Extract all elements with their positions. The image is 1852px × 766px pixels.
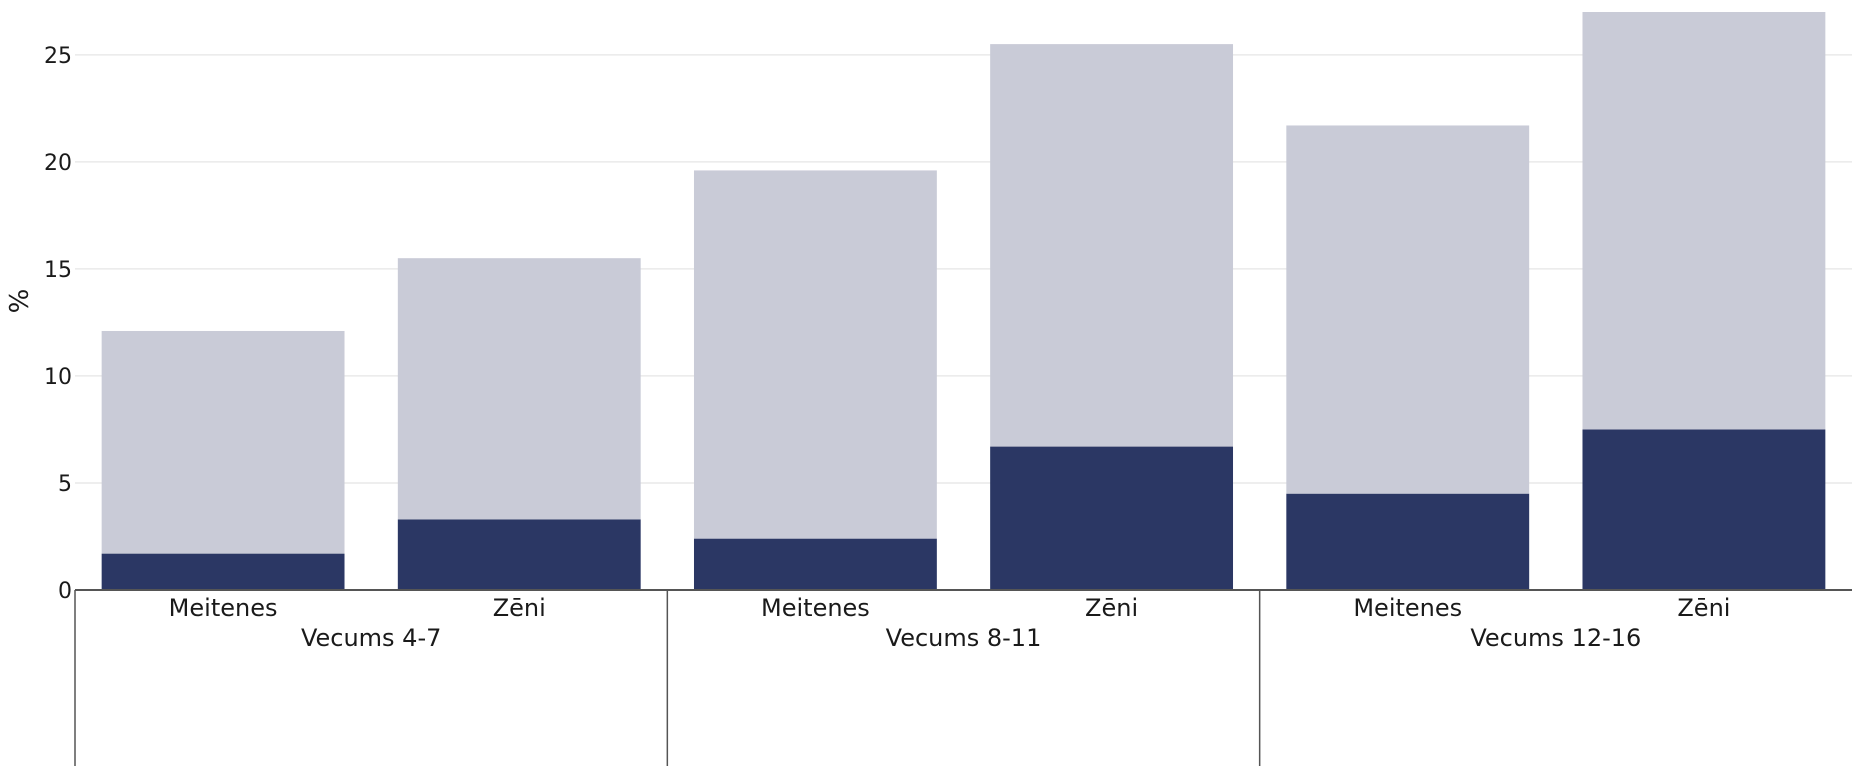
y-tick-label: 0: [58, 579, 72, 604]
bar-segment-0: [397, 519, 641, 590]
bars: [101, 12, 1826, 590]
x-group-label: Vecums 4-7: [301, 624, 441, 652]
bar-segment-1: [693, 170, 937, 539]
y-tick-label: 25: [44, 44, 72, 69]
bar-segment-1: [397, 258, 641, 520]
x-category-label: Zēni: [1085, 594, 1138, 622]
bar-segment-0: [1286, 493, 1530, 590]
bar-segment-1: [1582, 12, 1826, 430]
x-category-label: Meitenes: [169, 594, 278, 622]
y-tick-label: 20: [44, 151, 72, 176]
y-tick-label: 10: [44, 365, 72, 390]
bar-segment-0: [990, 446, 1234, 590]
bar-segment-1: [1286, 125, 1530, 494]
bar-segment-0: [693, 538, 937, 590]
bar-segment-0: [1582, 429, 1826, 590]
x-category-label: Meitenes: [761, 594, 870, 622]
x-category-label: Meitenes: [1353, 594, 1462, 622]
bar-segment-1: [101, 330, 345, 554]
bar-segment-1: [990, 44, 1234, 447]
x-group-label: Vecums 8-11: [886, 624, 1042, 652]
labels: 0 5 10 15 20 25 Meitenes Zēni Meitenes Zēni Meiten…: [44, 44, 1730, 652]
x-category-label: Zēni: [493, 594, 546, 622]
gridlines: [75, 54, 1852, 484]
y-axis-title: %: [5, 289, 35, 314]
x-category-label: Zēni: [1677, 594, 1730, 622]
axes: [74, 589, 1852, 766]
bar-segment-0: [101, 553, 345, 590]
y-tick-label: 5: [58, 472, 72, 497]
y-tick-label: 15: [44, 258, 72, 283]
x-group-label: Vecums 12-16: [1470, 624, 1641, 652]
